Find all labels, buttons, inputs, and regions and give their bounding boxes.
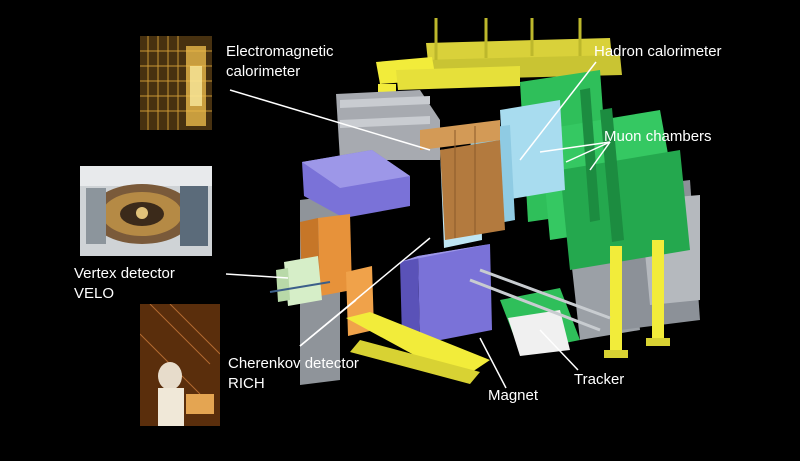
label-hadron-calorimeter: Hadron calorimeter [594,43,722,60]
label-em-calorimeter-line2: calorimeter [226,63,301,80]
velo-photo [80,166,212,256]
label-cherenkov-detector: Cherenkov detector RICH [228,354,359,394]
label-em-calorimeter-line1: Electromagnetic [226,43,334,60]
label-vertex-detector: Vertex detector VELO [74,264,175,304]
label-vertex-detector-line1: Vertex detector [74,265,175,282]
label-tracker: Tracker [574,371,625,388]
tracker-shape [469,268,611,356]
label-vertex-detector-line2: VELO [74,285,115,302]
label-em-calorimeter: Electromagnetic calorimeter [226,42,334,82]
magnet-shape [302,150,492,344]
velo-shape [269,256,331,306]
leader-lines [225,61,611,389]
rich-photo [140,304,220,426]
label-cherenkov-detector-line1: Cherenkov detector [228,355,359,372]
yellow-base [346,240,670,384]
em-calorimeter-shape [420,120,505,240]
label-muon-chambers: Muon chambers [604,128,712,145]
label-cherenkov-detector-line2: RICH [228,375,265,392]
label-magnet: Magnet [488,387,539,404]
calorimeter-photo [140,36,212,130]
